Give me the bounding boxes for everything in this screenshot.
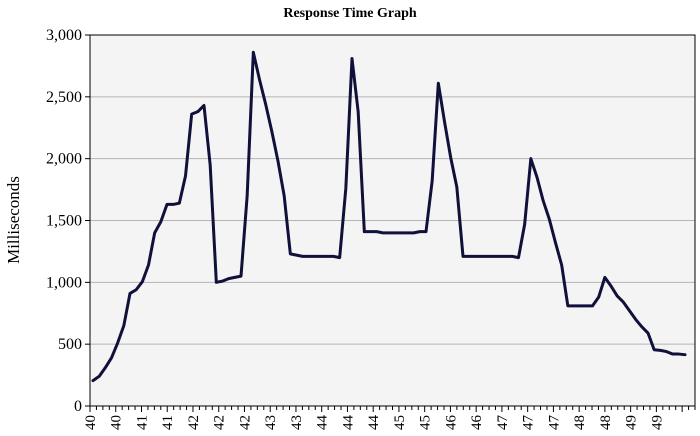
x-tick-label: 43 <box>263 415 279 430</box>
x-tick-label: 47 <box>495 415 511 431</box>
y-axis-label: Milliseconds <box>4 176 23 264</box>
grid-lines <box>90 96 695 345</box>
x-tick-label: 45 <box>418 415 434 430</box>
x-tick-label: 48 <box>572 415 588 430</box>
x-tick-label: 47 <box>546 415 562 431</box>
x-tick-label: 44 <box>315 415 331 431</box>
x-tick-label: 49 <box>624 415 640 430</box>
x-tick-label: 45 <box>392 415 408 430</box>
x-tick-label: 49 <box>649 415 665 430</box>
x-tick-label: 42 <box>186 415 202 430</box>
y-axis-ticks: 0 500 1,000 1,500 2,000 2,500 3,000 <box>46 27 90 415</box>
y-tick-label: 1,500 <box>46 213 82 230</box>
y-tick-label: 500 <box>58 336 82 353</box>
x-axis-ticks: 40 40 41 41 42 42 42 43 43 44 44 44 45 45 46 46 47 47 47 48… <box>83 406 696 431</box>
series-line-response-time <box>91 50 687 383</box>
x-tick-label: 41 <box>134 415 150 430</box>
x-tick-label: 46 <box>469 415 485 431</box>
y-tick-label: 2,000 <box>46 151 82 168</box>
x-tick-label: 47 <box>521 415 537 431</box>
x-tick-label: 48 <box>598 415 614 430</box>
y-tick-label: 0 <box>74 398 82 415</box>
chart-title: Response Time Graph <box>283 6 416 21</box>
x-tick-label: 40 <box>109 415 125 430</box>
x-tick-label: 42 <box>212 415 228 430</box>
x-tick-label: 43 <box>289 415 305 430</box>
series-group <box>91 50 687 383</box>
x-tick-label: 42 <box>237 415 253 430</box>
x-tick-label: 40 <box>83 415 99 430</box>
x-tick-label: 44 <box>366 415 382 431</box>
x-tick-label: 44 <box>340 415 356 431</box>
y-tick-label: 3,000 <box>46 27 82 44</box>
x-tick-label: 46 <box>443 415 459 431</box>
y-tick-label: 1,000 <box>46 274 82 291</box>
y-tick-label: 2,500 <box>46 89 82 106</box>
x-tick-label: 41 <box>160 415 176 430</box>
